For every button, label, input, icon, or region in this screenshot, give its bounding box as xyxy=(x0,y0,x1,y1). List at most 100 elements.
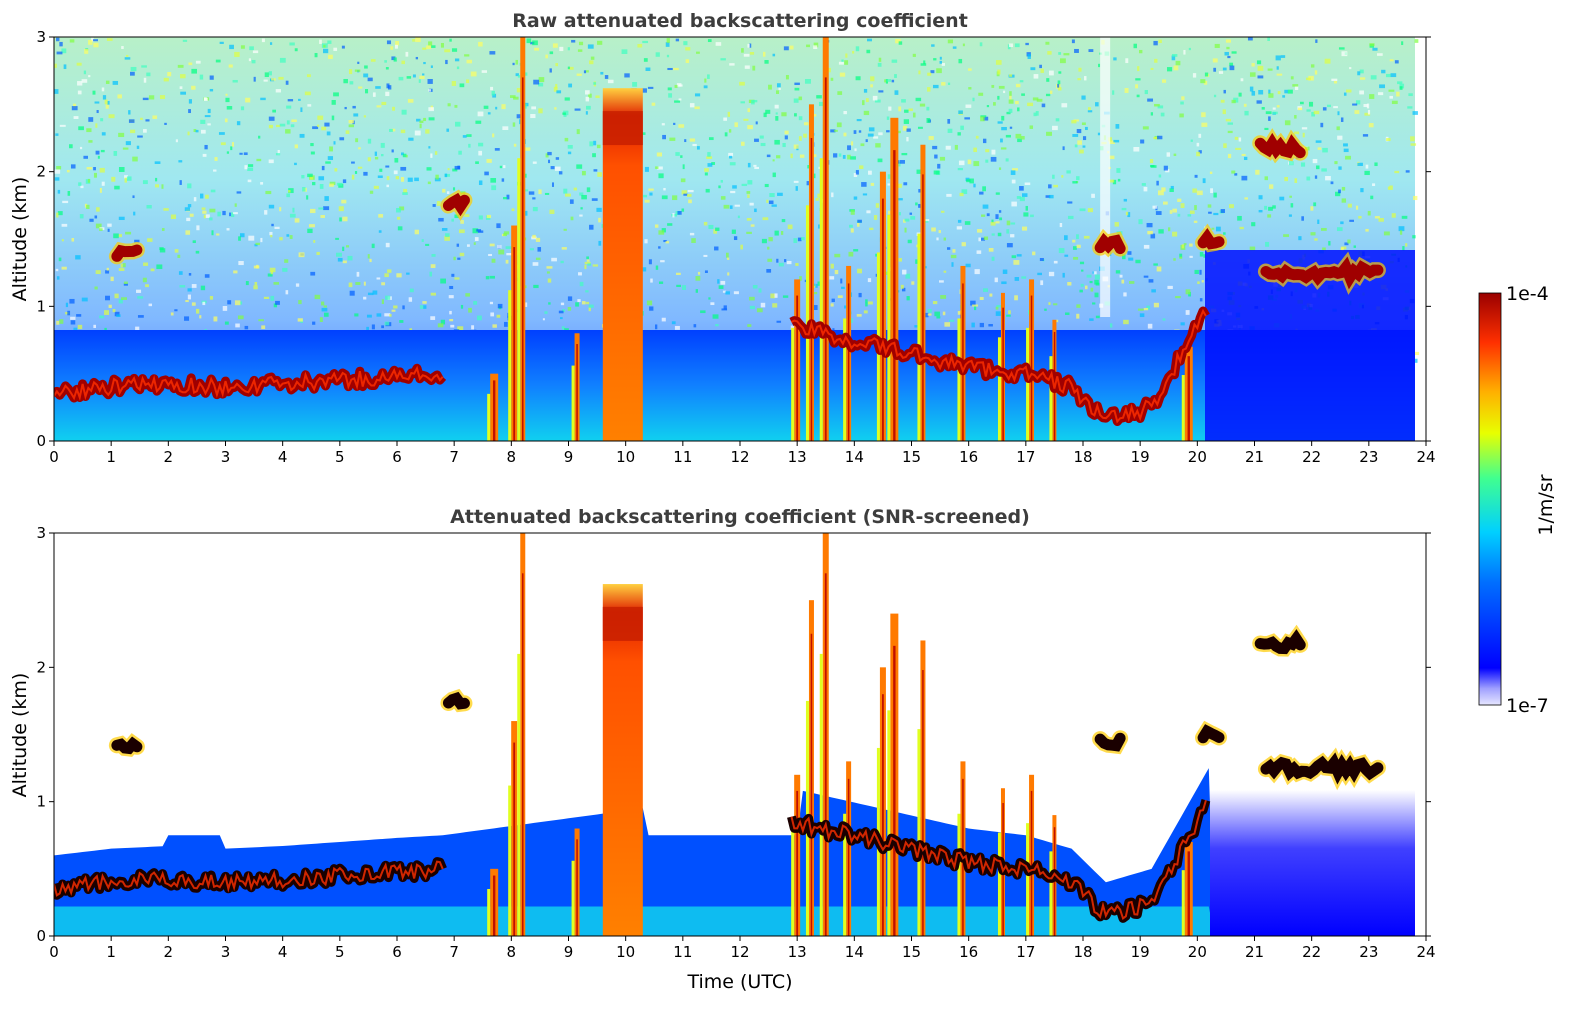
noise-pixel xyxy=(348,282,353,288)
noise-pixel xyxy=(1408,93,1413,97)
noise-pixel xyxy=(958,110,963,114)
noise-pixel xyxy=(1363,104,1368,108)
noise-pixel xyxy=(1189,255,1193,258)
noise-pixel xyxy=(593,169,598,172)
fallstreak-core xyxy=(796,790,799,936)
noise-pixel xyxy=(806,181,811,186)
noise-pixel xyxy=(288,190,291,193)
noise-pixel xyxy=(159,95,166,100)
noise-pixel xyxy=(1310,64,1315,68)
noise-pixel xyxy=(125,231,132,235)
fallstreak-edge xyxy=(1026,823,1030,936)
noise-pixel xyxy=(576,129,580,135)
fallstreak-edge xyxy=(508,290,512,441)
noise-pixel xyxy=(1039,64,1042,69)
fallstreak-edge xyxy=(1181,375,1185,441)
noise-pixel xyxy=(373,185,379,189)
noise-pixel xyxy=(533,284,539,289)
noise-pixel xyxy=(415,37,421,43)
noise-pixel xyxy=(93,39,98,42)
noise-pixel xyxy=(1364,170,1370,176)
noise-pixel xyxy=(1170,185,1174,189)
noise-pixel xyxy=(806,44,811,48)
noise-pixel xyxy=(268,71,272,76)
noise-pixel xyxy=(865,98,869,103)
noise-pixel xyxy=(457,257,461,260)
noise-pixel xyxy=(728,152,734,157)
noise-pixel xyxy=(1079,208,1086,212)
noise-pixel xyxy=(1306,109,1311,112)
noise-pixel xyxy=(1352,103,1358,106)
noise-pixel xyxy=(1304,146,1310,151)
noise-pixel xyxy=(213,169,217,172)
noise-pixel xyxy=(1006,314,1011,317)
noise-pixel xyxy=(1040,68,1044,73)
noise-pixel xyxy=(310,143,314,147)
noise-pixel xyxy=(113,233,119,239)
noise-pixel xyxy=(915,202,918,206)
noise-pixel xyxy=(853,172,858,178)
noise-pixel xyxy=(288,188,294,194)
noise-pixel xyxy=(307,173,313,178)
noise-pixel xyxy=(118,167,125,172)
noise-pixel xyxy=(727,272,730,276)
noise-pixel xyxy=(723,117,727,121)
noise-pixel xyxy=(319,184,324,189)
noise-pixel xyxy=(1405,170,1410,173)
noise-pixel xyxy=(1053,184,1058,188)
noise-pixel xyxy=(592,153,596,158)
fallstreak-edge xyxy=(957,318,961,441)
x-tick-label: 23 xyxy=(1359,943,1378,961)
noise-pixel xyxy=(489,301,494,305)
noise-pixel xyxy=(423,61,426,65)
noise-pixel xyxy=(1267,37,1270,41)
noise-pixel xyxy=(130,71,135,76)
noise-pixel xyxy=(1006,111,1011,115)
fallstreak-core xyxy=(882,694,884,936)
noise-pixel xyxy=(997,69,1001,75)
noise-pixel xyxy=(717,279,720,284)
noise-pixel xyxy=(310,151,315,155)
noise-pixel xyxy=(366,326,369,331)
noise-pixel xyxy=(977,229,983,233)
noise-pixel xyxy=(355,282,361,285)
noise-pixel xyxy=(927,87,931,92)
panel-screened-ylabel: Altitude (km) xyxy=(9,673,31,798)
noise-pixel xyxy=(1225,118,1232,122)
noise-pixel xyxy=(351,161,355,164)
noise-pixel xyxy=(1213,192,1217,198)
noise-pixel xyxy=(239,301,243,305)
noise-pixel xyxy=(991,84,995,88)
noise-pixel xyxy=(1052,125,1058,131)
noise-pixel xyxy=(1015,133,1022,139)
noise-pixel xyxy=(1300,101,1304,105)
noise-pixel xyxy=(981,214,986,217)
noise-pixel xyxy=(101,87,105,92)
noise-pixel xyxy=(930,70,935,74)
noise-pixel xyxy=(775,116,779,121)
noise-pixel xyxy=(707,74,710,79)
x-tick-label: 19 xyxy=(1131,448,1150,466)
noise-pixel xyxy=(590,56,595,60)
noise-pixel xyxy=(983,236,989,240)
noise-pixel xyxy=(274,226,280,229)
noise-pixel xyxy=(1343,143,1348,147)
noise-pixel xyxy=(1213,212,1219,216)
noise-pixel xyxy=(497,303,503,309)
noise-pixel xyxy=(793,180,799,183)
noise-pixel xyxy=(464,214,470,217)
noise-pixel xyxy=(1149,159,1154,164)
noise-pixel xyxy=(1061,103,1068,108)
noise-pixel xyxy=(339,137,345,141)
noise-pixel xyxy=(1208,211,1212,214)
noise-pixel xyxy=(202,301,206,306)
noise-pixel xyxy=(525,147,531,151)
noise-pixel xyxy=(448,295,454,299)
noise-pixel xyxy=(325,161,331,164)
noise-pixel xyxy=(1378,217,1384,222)
noise-pixel xyxy=(1010,234,1015,238)
noise-pixel xyxy=(649,306,654,311)
noise-pixel xyxy=(584,264,587,270)
x-tick-label: 1 xyxy=(106,943,116,961)
noise-pixel xyxy=(235,323,240,328)
